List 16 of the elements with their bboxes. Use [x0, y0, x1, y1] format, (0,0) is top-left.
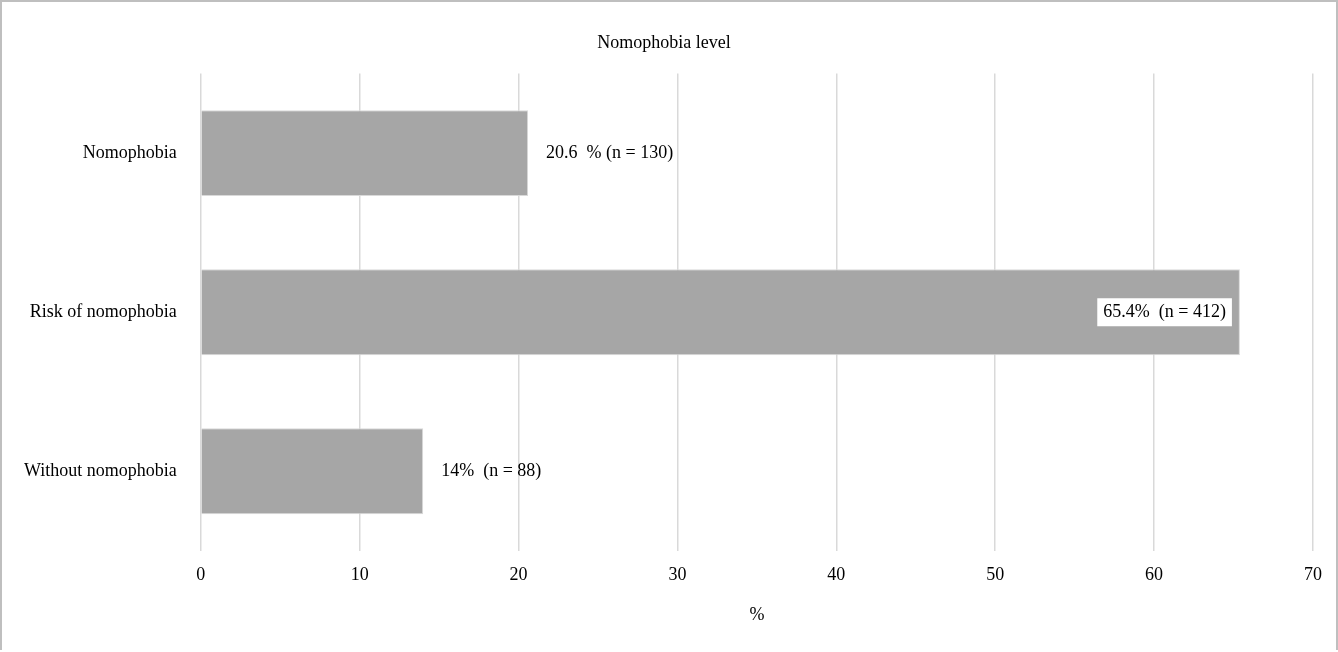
x-tick-label: 70 [1304, 564, 1322, 585]
x-axis-title: % [749, 603, 765, 624]
x-tick-label: 30 [668, 564, 687, 585]
data-label: 20.6 % (n = 130) [546, 141, 674, 163]
x-tick-label: 0 [196, 564, 206, 585]
x-tick-label: 20 [509, 564, 528, 585]
x-tick-label: 40 [827, 564, 846, 585]
y-tick-label: Without nomophobia [24, 460, 177, 480]
x-tick-label: 60 [1145, 564, 1164, 585]
data-label: 65.4% (n = 412) [1103, 300, 1226, 322]
y-tick-label: Nomophobia [82, 141, 177, 162]
chart-title: Nomophobia level [597, 31, 731, 52]
x-tick-label: 50 [986, 564, 1005, 585]
x-tick-label: 10 [350, 564, 369, 585]
y-tick-label: Risk of nomophobia [29, 300, 177, 321]
data-label: 14% (n = 88) [441, 460, 542, 481]
